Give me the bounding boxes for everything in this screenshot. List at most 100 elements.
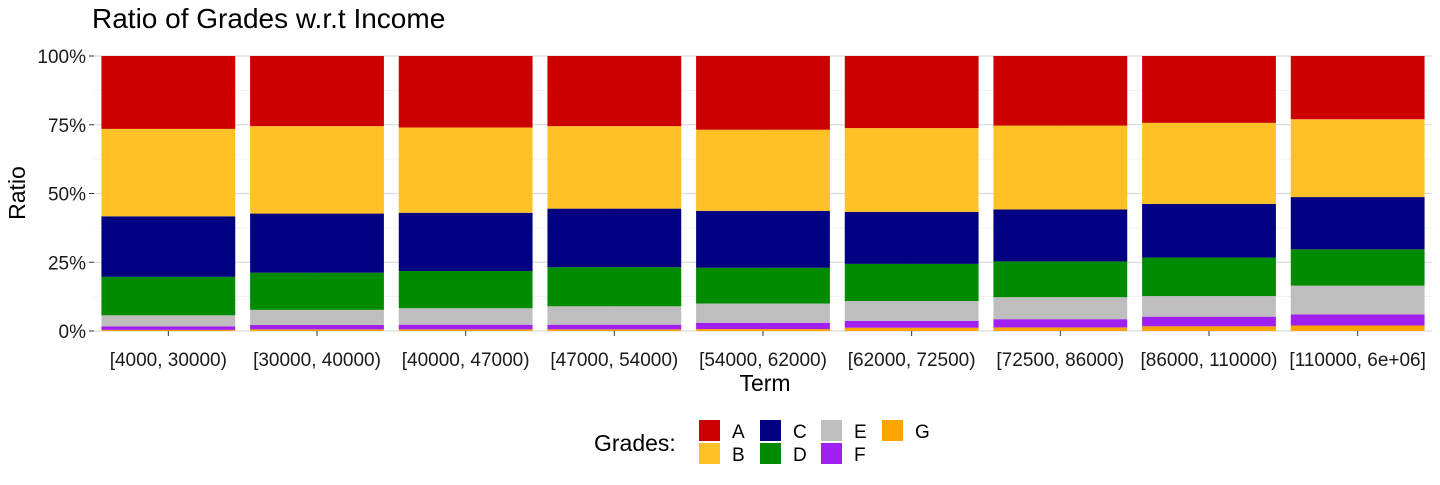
bar-segment-b-3 xyxy=(398,127,533,213)
bar-segment-d-7 xyxy=(993,261,1128,298)
bar-segment-f-4 xyxy=(547,324,682,330)
bar-segment-c-2 xyxy=(250,213,384,273)
bar-segment-c-3 xyxy=(398,212,533,272)
bar-segment-c-6 xyxy=(844,211,979,264)
legend-label-b: B xyxy=(732,445,745,466)
bar-segment-g-8 xyxy=(1142,326,1276,331)
bar-segment-f-5 xyxy=(696,322,830,330)
bar-segment-a-5 xyxy=(696,56,830,130)
bar-segment-e-5 xyxy=(696,303,830,323)
bar-segment-c-5 xyxy=(696,210,830,268)
bar-segment-g-9 xyxy=(1290,325,1425,331)
bar-segment-e-3 xyxy=(398,308,533,325)
legend-key-e xyxy=(821,420,842,441)
y-tick-label: 100% xyxy=(37,47,86,68)
x-tick-label: [47000, 54000) xyxy=(550,350,678,371)
bar-segment-e-7 xyxy=(993,297,1128,320)
bar-segment-d-9 xyxy=(1290,249,1425,286)
bar-segment-d-8 xyxy=(1142,257,1276,297)
legend-key-g xyxy=(882,420,903,441)
y-tick-label: 50% xyxy=(48,185,86,206)
y-tick-label: 0% xyxy=(59,322,87,343)
bar-segment-f-2 xyxy=(250,324,384,330)
bar-segment-a-6 xyxy=(844,56,979,129)
legend-key-a xyxy=(699,420,720,441)
legend-label-a: A xyxy=(732,422,745,443)
bar-segment-f-8 xyxy=(1142,316,1276,327)
bar-segment-b-2 xyxy=(250,126,384,214)
bar-segment-a-8 xyxy=(1142,56,1276,123)
y-axis-ticks: 0% 25% 50% 75% 100% xyxy=(37,47,94,343)
x-tick-label: [86000, 110000) xyxy=(1141,350,1278,371)
bar-segment-d-5 xyxy=(696,267,830,304)
bar-segment-a-4 xyxy=(547,56,682,127)
bar-segment-d-4 xyxy=(547,267,682,307)
legend-key-f xyxy=(821,443,842,464)
bar-segment-b-4 xyxy=(547,126,682,209)
bar-segment-d-6 xyxy=(844,263,979,302)
bar-segment-e-4 xyxy=(547,306,682,325)
bar-segment-e-9 xyxy=(1290,285,1425,315)
bar-segment-f-9 xyxy=(1290,314,1425,326)
legend-key-b xyxy=(699,443,720,464)
bar-segment-g-7 xyxy=(993,327,1128,331)
x-axis-ticks: [4000, 30000) [30000, 40000) [40000, 47000… xyxy=(110,331,1426,371)
legend-title: Grades: xyxy=(594,430,676,456)
legend-key-c xyxy=(760,420,781,441)
x-axis-title: Term xyxy=(739,370,790,396)
bar-segment-e-2 xyxy=(250,309,384,325)
bar-segment-b-9 xyxy=(1290,119,1425,198)
bar-segment-b-5 xyxy=(696,129,830,211)
bar-segment-c-1 xyxy=(101,216,236,277)
bar-segment-e-8 xyxy=(1142,296,1276,317)
bar-segment-g-3 xyxy=(398,329,533,331)
bar-segment-c-8 xyxy=(1142,203,1276,258)
x-tick-label: [54000, 62000) xyxy=(699,350,827,371)
bars xyxy=(101,56,1425,331)
bar-segment-g-2 xyxy=(250,329,384,331)
bar-segment-f-7 xyxy=(993,319,1128,328)
x-tick-label: [62000, 72500) xyxy=(848,350,976,371)
bar-segment-d-2 xyxy=(250,272,384,310)
bar-segment-b-7 xyxy=(993,125,1128,210)
bar-segment-g-5 xyxy=(696,329,830,331)
bar-segment-a-9 xyxy=(1290,56,1425,120)
legend: Grades: AB CD EF G xyxy=(594,420,930,466)
bar-segment-a-1 xyxy=(101,56,236,129)
legend-label-e: E xyxy=(854,422,867,443)
bar-segment-b-6 xyxy=(844,128,979,212)
bar-segment-g-6 xyxy=(844,327,979,331)
legend-label-d: D xyxy=(793,445,807,466)
y-tick-label: 25% xyxy=(48,253,86,274)
bar-segment-d-3 xyxy=(398,271,533,309)
x-tick-label: [72500, 86000) xyxy=(996,350,1124,371)
x-tick-label: [40000, 47000) xyxy=(402,350,530,371)
bar-segment-e-6 xyxy=(844,301,979,321)
x-tick-label: [110000, 6e+06] xyxy=(1289,350,1425,371)
bar-segment-b-8 xyxy=(1142,122,1276,204)
bar-segment-f-1 xyxy=(101,326,236,330)
bar-segment-g-1 xyxy=(101,329,236,331)
legend-label-c: C xyxy=(793,422,807,443)
bar-segment-a-7 xyxy=(993,56,1128,126)
x-tick-label: [30000, 40000) xyxy=(253,350,381,371)
bar-segment-c-4 xyxy=(547,208,682,268)
legend-key-d xyxy=(760,443,781,464)
bar-segment-a-2 xyxy=(250,56,384,127)
legend-label-f: F xyxy=(854,445,866,466)
bar-segment-b-1 xyxy=(101,128,236,217)
bar-segment-c-9 xyxy=(1290,197,1425,250)
bar-segment-d-1 xyxy=(101,276,236,316)
bar-segment-c-7 xyxy=(993,209,1128,262)
bar-segment-g-4 xyxy=(547,329,682,331)
bar-segment-a-3 xyxy=(398,56,533,128)
y-axis-title: Ratio xyxy=(4,166,30,220)
bar-segment-e-1 xyxy=(101,315,236,327)
bar-segment-f-6 xyxy=(844,320,979,328)
legend-label-g: G xyxy=(915,422,930,443)
chart-title: Ratio of Grades w.r.t Income xyxy=(92,3,445,34)
bar-segment-f-3 xyxy=(398,324,533,330)
y-tick-label: 75% xyxy=(48,116,86,137)
